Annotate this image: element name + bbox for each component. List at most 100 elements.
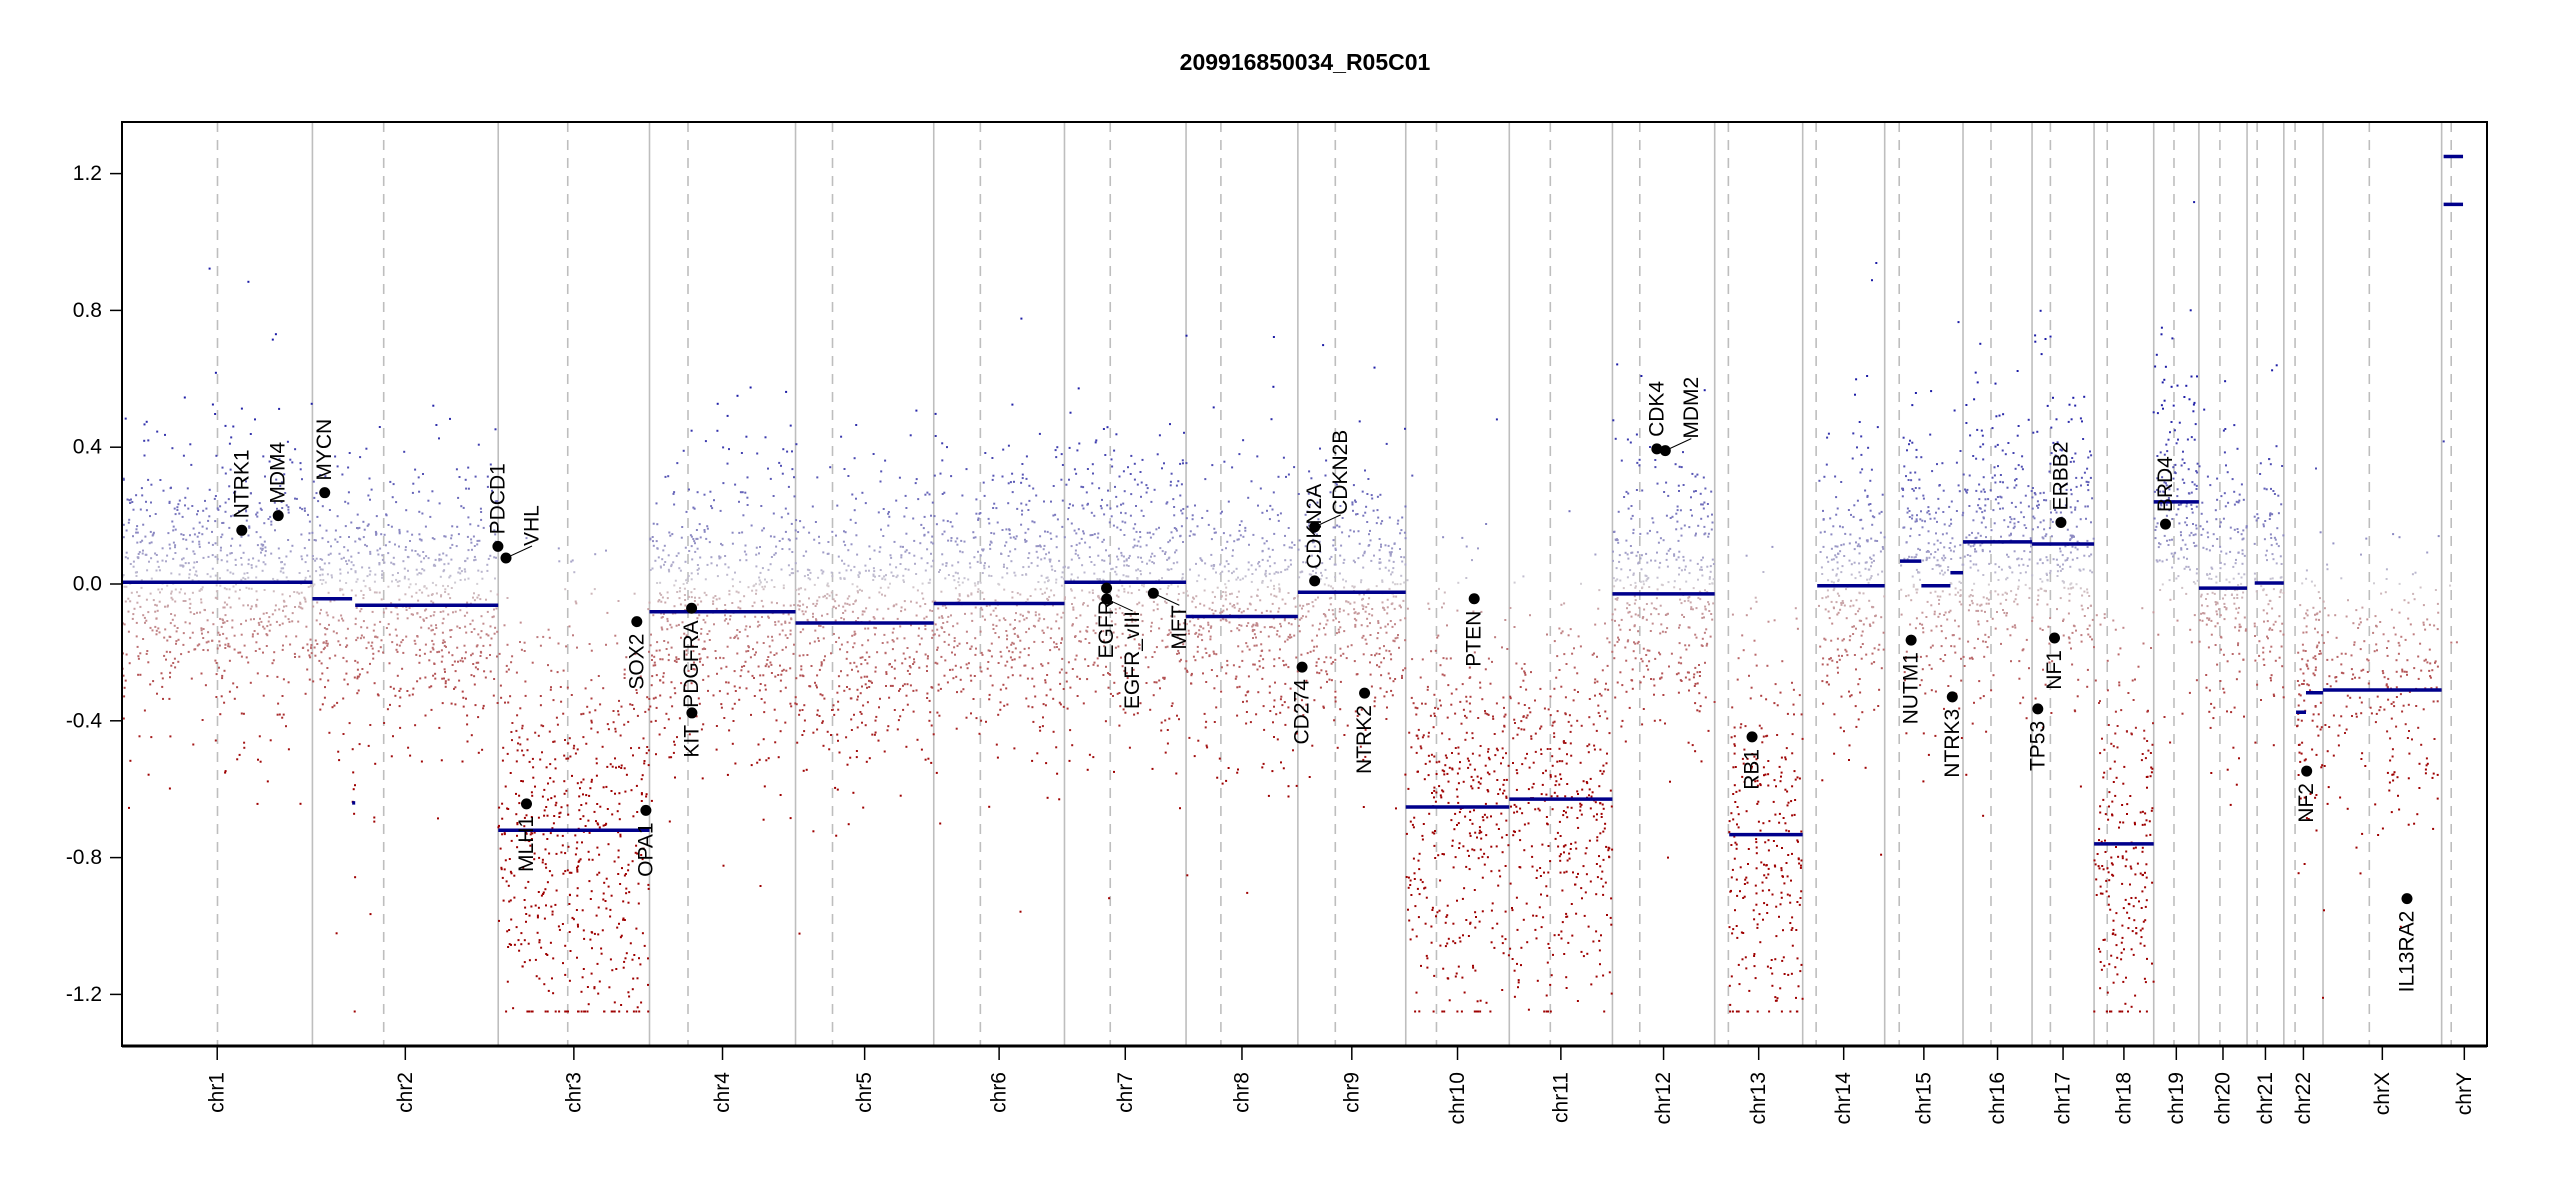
probe-point <box>1047 599 1050 601</box>
probe-point <box>1369 622 1371 625</box>
probe-point <box>460 570 463 573</box>
probe-point <box>710 556 713 559</box>
probe-point <box>217 631 220 634</box>
probe-point <box>187 507 190 510</box>
probe-point <box>146 569 149 572</box>
probe-point <box>1404 639 1407 642</box>
probe-point <box>1076 449 1079 452</box>
probe-point <box>767 616 770 619</box>
probe-point <box>859 692 862 695</box>
probe-point <box>1048 551 1050 554</box>
probe-point <box>1121 584 1124 587</box>
probe-point <box>380 598 383 601</box>
probe-point <box>1031 759 1034 762</box>
probe-point <box>265 633 268 636</box>
probe-point <box>1311 624 1314 627</box>
probe-point <box>123 695 126 698</box>
probe-point <box>136 591 138 594</box>
probe-point <box>356 677 359 680</box>
probe-point <box>278 407 281 410</box>
probe-point <box>1182 462 1184 465</box>
probe-point <box>1376 495 1379 498</box>
probe-point <box>382 611 385 614</box>
probe-point <box>262 455 265 458</box>
probe-point <box>999 708 1002 711</box>
probe-point <box>1395 595 1398 598</box>
probe-point <box>1178 652 1180 655</box>
probe-point <box>712 602 715 605</box>
probe-point <box>976 590 979 593</box>
probe-point <box>943 640 946 643</box>
probe-point <box>435 424 438 426</box>
probe-point <box>1093 514 1096 517</box>
probe-point <box>812 612 814 615</box>
probe-point <box>806 606 808 609</box>
probe-point <box>763 711 766 714</box>
probe-point <box>522 780 524 783</box>
probe-point <box>590 972 593 975</box>
probe-point <box>430 624 433 627</box>
probe-point <box>668 570 671 573</box>
probe-point <box>344 500 347 503</box>
probe-point <box>1086 503 1089 506</box>
probe-point <box>1225 619 1228 622</box>
probe-point <box>1015 535 1018 538</box>
probe-point <box>535 975 538 978</box>
probe-point <box>416 635 419 637</box>
probe-point <box>214 542 217 545</box>
probe-point <box>1251 573 1254 575</box>
probe-point <box>1046 626 1049 629</box>
probe-point <box>602 786 605 789</box>
probe-point <box>803 730 806 733</box>
probe-point <box>202 509 205 512</box>
probe-point <box>727 566 730 569</box>
probe-point <box>921 592 924 595</box>
probe-point <box>313 646 316 649</box>
probe-point <box>182 534 185 536</box>
probe-point <box>1069 729 1072 732</box>
probe-point <box>1121 612 1124 615</box>
probe-point <box>229 468 232 471</box>
probe-point <box>568 625 571 628</box>
probe-point <box>491 489 493 492</box>
probe-point <box>233 648 236 651</box>
probe-point <box>257 621 260 624</box>
probe-point <box>685 510 688 513</box>
probe-point <box>449 546 452 549</box>
probe-point <box>265 612 268 614</box>
probe-point <box>174 552 177 554</box>
probe-point <box>357 675 360 678</box>
probe-point <box>165 650 168 653</box>
probe-point <box>192 550 195 553</box>
probe-point <box>1214 595 1216 598</box>
probe-point <box>637 882 640 885</box>
probe-point <box>1027 557 1030 559</box>
probe-point <box>1063 536 1066 539</box>
probe-point <box>255 565 258 568</box>
probe-point <box>1062 611 1065 614</box>
probe-point <box>419 677 422 680</box>
probe-point <box>510 918 513 921</box>
probe-point <box>343 678 346 681</box>
probe-point <box>417 476 420 479</box>
probe-point <box>826 552 829 555</box>
probe-point <box>137 673 140 676</box>
probe-point <box>688 488 690 491</box>
probe-point <box>997 582 1000 585</box>
probe-point <box>191 631 194 634</box>
probe-point <box>263 522 266 525</box>
probe-point <box>505 1010 508 1013</box>
probe-point <box>1384 625 1387 628</box>
probe-point <box>913 661 916 664</box>
probe-point <box>913 658 915 661</box>
probe-point <box>264 546 267 549</box>
probe-point <box>857 576 860 578</box>
probe-point <box>346 683 349 686</box>
probe-point <box>784 621 787 624</box>
probe-point <box>520 932 523 935</box>
probe-point <box>1022 614 1024 617</box>
probe-point <box>185 547 188 550</box>
probe-point <box>706 633 709 635</box>
probe-point <box>765 759 768 762</box>
probe-point <box>313 539 316 541</box>
